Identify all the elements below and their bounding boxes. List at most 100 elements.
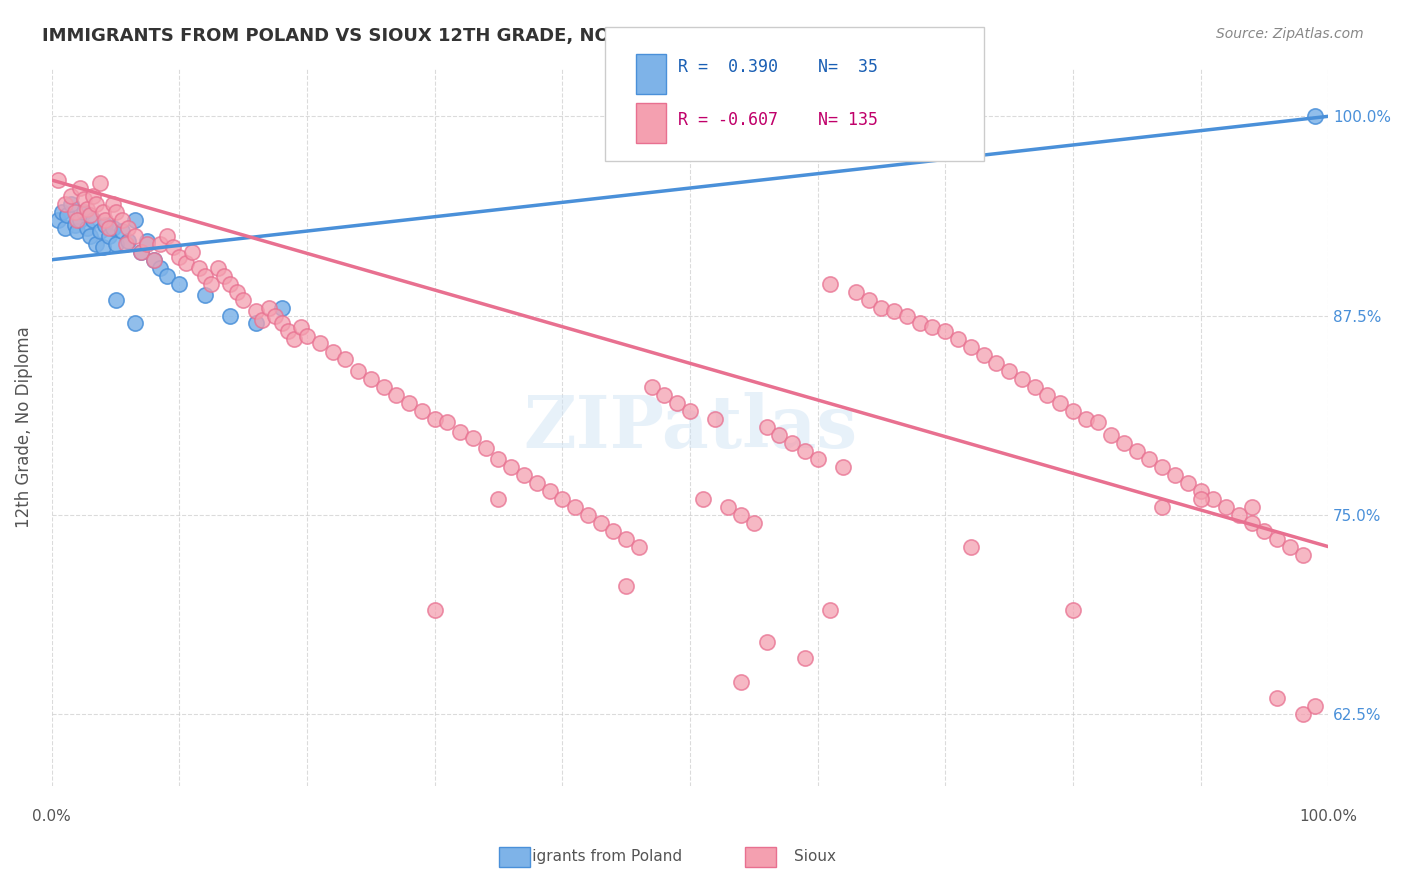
- Point: [385, 388, 408, 402]
- Point: [474, 441, 496, 455]
- Point: [149, 236, 172, 251]
- Point: [449, 425, 471, 439]
- Point: [59, 189, 82, 203]
- Text: IMMIGRANTS FROM POLAND VS SIOUX 12TH GRADE, NO DIPLOMA CORRELATION CHART: IMMIGRANTS FROM POLAND VS SIOUX 12TH GRA…: [42, 27, 929, 45]
- Point: [53, 197, 76, 211]
- Point: [136, 236, 159, 251]
- Point: [1278, 540, 1301, 554]
- Point: [129, 244, 152, 259]
- Point: [277, 325, 299, 339]
- Point: [335, 351, 357, 366]
- Point: [89, 176, 111, 190]
- Point: [59, 197, 82, 211]
- Point: [1291, 706, 1313, 721]
- Point: [998, 364, 1021, 378]
- Point: [347, 364, 370, 378]
- Point: [149, 260, 172, 275]
- Point: [1265, 532, 1288, 546]
- Point: [101, 197, 124, 211]
- Point: [1049, 396, 1071, 410]
- Point: [283, 333, 305, 347]
- Point: [124, 317, 146, 331]
- Point: [845, 285, 868, 299]
- Point: [768, 428, 790, 442]
- Point: [832, 459, 855, 474]
- Point: [76, 202, 98, 216]
- Point: [245, 317, 267, 331]
- Point: [564, 500, 586, 514]
- Point: [219, 309, 242, 323]
- Point: [181, 244, 204, 259]
- Point: [1152, 500, 1174, 514]
- Point: [86, 197, 108, 211]
- Point: [423, 412, 446, 426]
- Point: [373, 380, 395, 394]
- Point: [187, 260, 209, 275]
- Point: [1024, 380, 1046, 394]
- Point: [322, 345, 344, 359]
- Point: [1036, 388, 1059, 402]
- Point: [1253, 524, 1275, 538]
- Point: [212, 268, 235, 283]
- Point: [730, 675, 752, 690]
- Point: [627, 540, 650, 554]
- Text: Source: ZipAtlas.com: Source: ZipAtlas.com: [1216, 27, 1364, 41]
- Text: ZIPatlas: ZIPatlas: [523, 392, 858, 463]
- Point: [1305, 109, 1327, 123]
- Point: [51, 205, 73, 219]
- Point: [614, 532, 637, 546]
- Point: [921, 319, 943, 334]
- Point: [896, 309, 918, 323]
- Point: [89, 224, 111, 238]
- Point: [360, 372, 382, 386]
- Point: [104, 236, 127, 251]
- Y-axis label: 12th Grade, No Diploma: 12th Grade, No Diploma: [15, 326, 32, 528]
- Point: [1240, 516, 1263, 530]
- Point: [1265, 690, 1288, 705]
- Point: [1112, 436, 1135, 450]
- Point: [501, 459, 523, 474]
- Point: [1291, 548, 1313, 562]
- Point: [1011, 372, 1033, 386]
- Point: [308, 335, 330, 350]
- Point: [742, 516, 765, 530]
- Point: [142, 252, 165, 267]
- Point: [104, 293, 127, 307]
- Point: [79, 208, 101, 222]
- Point: [717, 500, 740, 514]
- Point: [959, 540, 981, 554]
- Point: [436, 415, 458, 429]
- Point: [1062, 603, 1084, 617]
- Point: [245, 303, 267, 318]
- Point: [66, 224, 89, 238]
- Point: [129, 244, 152, 259]
- Point: [513, 467, 536, 482]
- Point: [461, 431, 484, 445]
- Point: [69, 181, 91, 195]
- Point: [56, 208, 79, 222]
- Point: [1305, 698, 1327, 713]
- Point: [1099, 428, 1122, 442]
- Point: [98, 220, 121, 235]
- Point: [526, 475, 548, 490]
- Point: [1074, 412, 1097, 426]
- Point: [793, 651, 815, 665]
- Point: [63, 205, 86, 219]
- Point: [1087, 415, 1109, 429]
- Point: [219, 277, 242, 291]
- Point: [1177, 475, 1199, 490]
- Point: [1202, 491, 1225, 506]
- Point: [69, 213, 91, 227]
- Point: [86, 236, 108, 251]
- Text: Immigrants from Poland: Immigrants from Poland: [499, 849, 682, 863]
- Point: [79, 228, 101, 243]
- Point: [111, 213, 134, 227]
- Point: [411, 404, 433, 418]
- Point: [156, 228, 179, 243]
- Point: [1125, 444, 1147, 458]
- Point: [295, 329, 318, 343]
- Point: [200, 277, 222, 291]
- Point: [104, 205, 127, 219]
- Point: [946, 333, 969, 347]
- Point: [225, 285, 247, 299]
